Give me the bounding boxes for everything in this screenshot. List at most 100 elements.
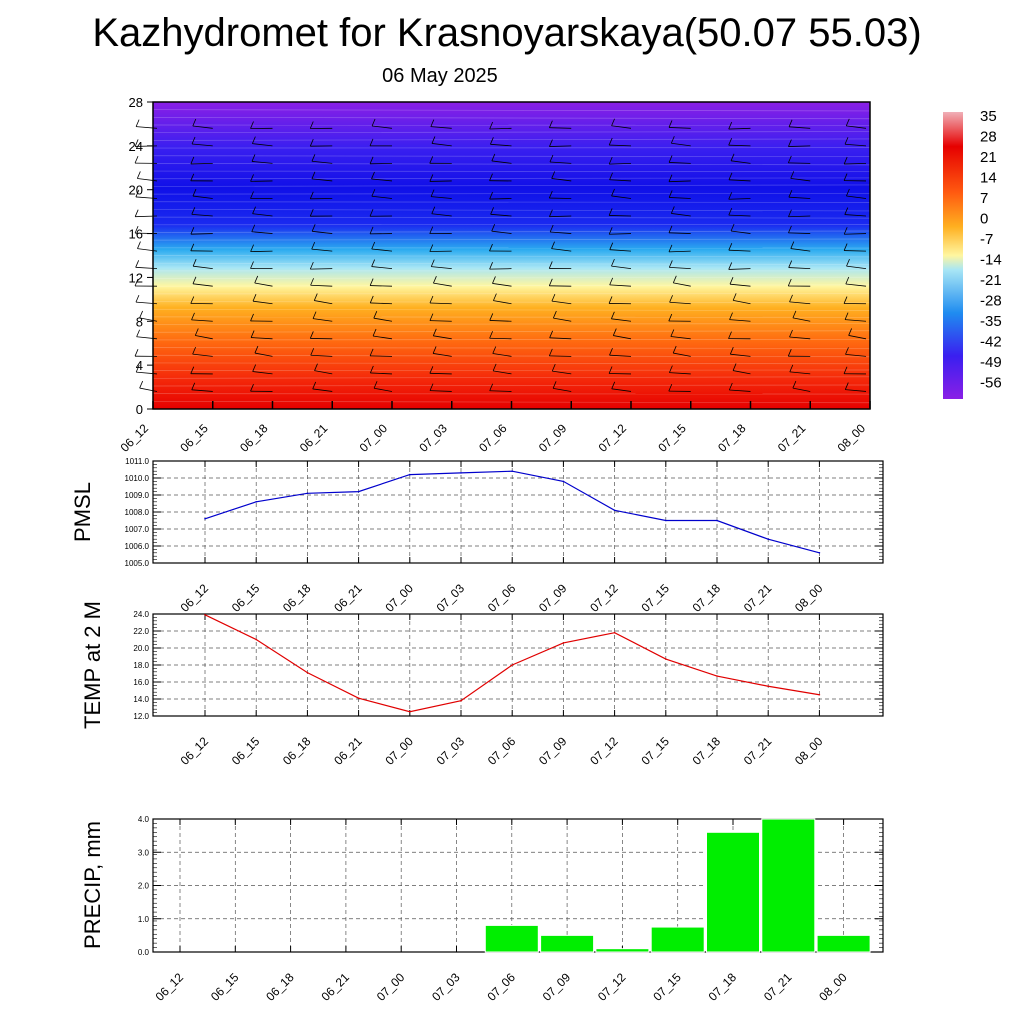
pmsl-point (613, 509, 616, 512)
y-tick-label: 20.0 (133, 644, 149, 653)
barb-staff (844, 163, 867, 165)
barb-flag (431, 136, 436, 144)
wind-barb (844, 137, 867, 147)
wind-barb (311, 154, 333, 164)
wind-barb (611, 311, 632, 322)
wind-barb (139, 380, 158, 392)
precip-bar (484, 924, 539, 953)
barb-flag (194, 328, 199, 336)
barb-flag (429, 366, 434, 374)
barb-flag (788, 225, 792, 234)
temperature-point (767, 685, 769, 688)
wind-barb (548, 278, 572, 287)
wind-barb (788, 225, 811, 234)
colorbar-label: -28 (980, 293, 1002, 310)
contour-line (152, 177, 871, 180)
barb-staff (845, 353, 867, 357)
colorbar-label: -49 (980, 354, 1002, 371)
wind-barb (312, 381, 333, 392)
wind-barb (371, 118, 393, 129)
wind-barb (313, 293, 333, 305)
barb-staff (251, 337, 273, 340)
barb-flag (489, 331, 493, 339)
barb-flag (843, 227, 848, 235)
barb-flag (369, 295, 374, 304)
x-tick-label: 07_00 (374, 970, 408, 1004)
pmsl-point (562, 480, 565, 483)
barb-flag (551, 171, 556, 179)
barb-staff (252, 143, 273, 147)
x-tick-label: 07_00 (382, 734, 416, 768)
wind-barb (668, 244, 691, 253)
barb-flag (611, 188, 615, 197)
barb-staff (549, 161, 572, 164)
barb-staff (492, 353, 512, 357)
contour-line (152, 347, 871, 349)
wind-barb (430, 259, 452, 270)
colorbar-label: -7 (980, 231, 993, 248)
barb-flag (611, 311, 615, 319)
x-tick-label: 07_12 (587, 581, 621, 615)
barb-flag (311, 154, 316, 162)
wind-barb (843, 366, 867, 375)
barb-staff (790, 248, 811, 252)
barb-flag (311, 241, 316, 250)
colorbar-label: -56 (980, 375, 1002, 392)
y-tick-label: 12.0 (133, 712, 149, 721)
barb-staff (312, 388, 333, 392)
barb-flag (789, 294, 793, 303)
barb-staff (489, 337, 512, 340)
barb-flag (312, 381, 317, 390)
y-tick-label: 4.0 (138, 815, 150, 824)
x-tick-label: 07_06 (485, 581, 519, 615)
wind-barb (489, 262, 512, 270)
wind-barb (668, 260, 691, 270)
y-tick-label: 3.0 (138, 848, 150, 857)
wind-barb (250, 384, 273, 392)
barb-staff (429, 372, 452, 375)
x-tick-label: 07_12 (596, 421, 630, 455)
barb-flag (135, 260, 140, 268)
pmsl-panel: 1005.0 1006.0 1007.0 1008.0 1009.0 1010.0 1011… (70, 457, 884, 615)
x-tick-label: 07_00 (357, 421, 391, 455)
wind-barb (728, 331, 751, 340)
barb-staff (429, 320, 452, 322)
y-tick-label: 1010.0 (125, 474, 150, 483)
wind-barb (429, 295, 452, 305)
wind-barb (846, 188, 867, 199)
wind-barb (846, 258, 867, 270)
x-tick-label: 07_12 (587, 734, 621, 768)
wind-barb (429, 366, 452, 375)
barb-flag (134, 155, 139, 164)
wind-barb (670, 206, 691, 217)
x-tick-label: 06_15 (229, 734, 263, 768)
wind-barb (194, 328, 213, 340)
barb-flag (729, 347, 734, 355)
wind-barb (190, 243, 213, 252)
pmsl-point (306, 492, 309, 495)
barb-flag (788, 190, 793, 198)
wind-barb (672, 345, 691, 357)
x-tick-label: 08_00 (816, 970, 850, 1004)
wind-barb (251, 154, 273, 164)
barb-flag (429, 313, 434, 321)
barb-staff (429, 302, 452, 305)
barb-flag (136, 171, 141, 179)
barb-flag (730, 223, 735, 232)
x-tick-label: 06_18 (280, 581, 314, 615)
barb-flag (254, 345, 259, 354)
barb-flag (493, 293, 497, 301)
barb-flag (373, 311, 378, 319)
contour-line (152, 184, 871, 187)
barb-staff (252, 371, 273, 375)
barb-flag (252, 294, 257, 302)
wind-barb (669, 295, 691, 305)
barb-staff (788, 267, 811, 270)
contour-line (152, 230, 871, 233)
barb-staff (609, 354, 632, 357)
wind-barb (843, 156, 867, 165)
barb-staff (668, 180, 691, 183)
barb-flag (843, 156, 848, 165)
wind-barb (251, 224, 273, 234)
